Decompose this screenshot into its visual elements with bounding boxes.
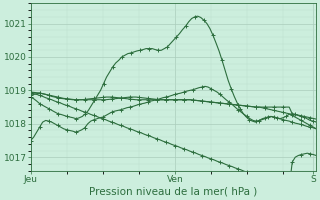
X-axis label: Pression niveau de la mer( hPa ): Pression niveau de la mer( hPa ) bbox=[89, 187, 258, 197]
